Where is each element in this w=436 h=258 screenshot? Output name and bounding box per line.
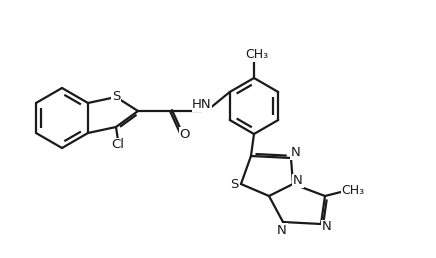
Text: O: O <box>180 127 190 141</box>
Text: S: S <box>230 178 238 190</box>
Text: N: N <box>322 221 332 233</box>
Text: Cl: Cl <box>112 139 125 151</box>
Text: HN: HN <box>192 99 212 111</box>
Text: N: N <box>291 147 301 159</box>
Text: N: N <box>293 174 303 188</box>
Text: CH₃: CH₃ <box>245 49 269 61</box>
Text: CH₃: CH₃ <box>341 184 364 198</box>
Text: N: N <box>277 223 287 237</box>
Text: S: S <box>112 91 120 103</box>
